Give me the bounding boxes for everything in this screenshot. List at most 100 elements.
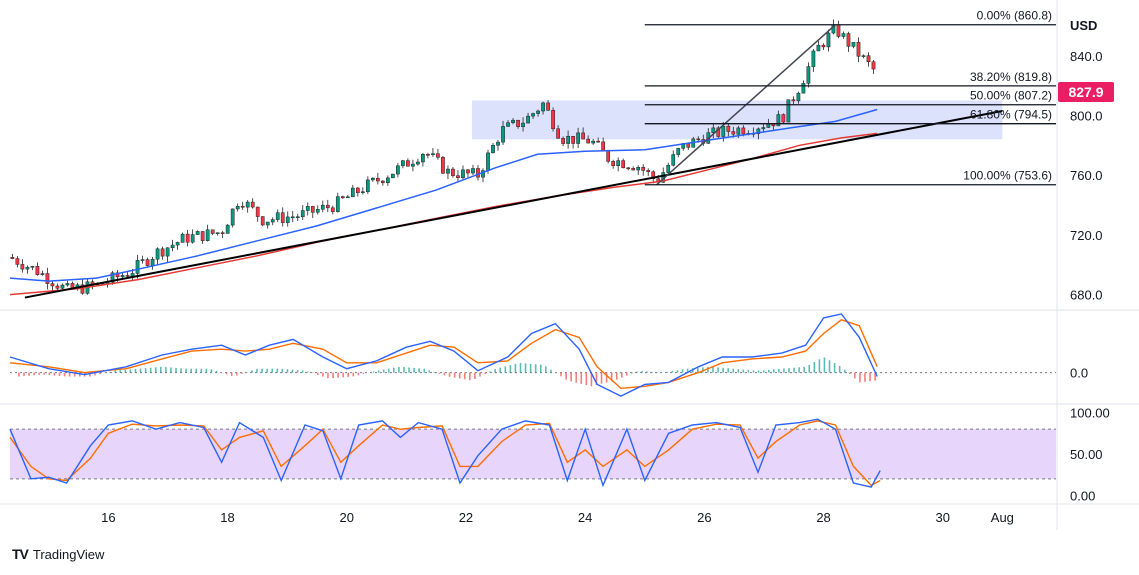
moving-averages bbox=[9, 108, 878, 296]
candle-body bbox=[110, 272, 115, 283]
candle-body bbox=[80, 284, 85, 294]
price-badge-box bbox=[1058, 82, 1114, 102]
candle-body bbox=[696, 138, 701, 141]
candle-body bbox=[235, 205, 240, 210]
time-axis-tick: 18 bbox=[220, 510, 234, 525]
candle-body bbox=[866, 55, 871, 63]
candle-body bbox=[766, 123, 771, 128]
candle-body bbox=[761, 127, 766, 130]
candle-body bbox=[586, 138, 590, 144]
candle-body bbox=[626, 167, 631, 170]
candle-body bbox=[621, 160, 626, 169]
candle-body bbox=[551, 110, 555, 130]
candle-body bbox=[801, 83, 806, 94]
candle-body bbox=[446, 168, 450, 174]
candle-body bbox=[851, 42, 856, 47]
candle-body bbox=[721, 125, 726, 137]
candle-body bbox=[426, 154, 430, 156]
fib-level-label: 38.20% (819.8) bbox=[970, 70, 1052, 84]
candle-body bbox=[230, 208, 235, 226]
candle-body bbox=[596, 140, 600, 143]
candle-body bbox=[606, 150, 611, 162]
price-badge-text: 827.9 bbox=[1068, 84, 1103, 100]
candle-body bbox=[736, 127, 741, 135]
candle-body bbox=[65, 283, 70, 286]
candle-body bbox=[461, 169, 465, 178]
candle-body bbox=[416, 161, 420, 165]
candle-body bbox=[811, 50, 816, 67]
candle-body bbox=[646, 170, 651, 173]
candle-body bbox=[651, 171, 656, 179]
candle-body bbox=[150, 258, 155, 266]
candle-body bbox=[280, 212, 285, 223]
candle-body bbox=[396, 165, 400, 175]
candle-body bbox=[466, 169, 470, 174]
time-axis-tick: Aug bbox=[991, 510, 1014, 525]
candle-body bbox=[786, 99, 791, 123]
candle-body bbox=[210, 229, 215, 234]
candle-body bbox=[531, 113, 535, 117]
candle-body bbox=[190, 234, 195, 243]
candle-body bbox=[576, 132, 580, 144]
candle-body bbox=[776, 114, 781, 127]
candle-body bbox=[741, 127, 746, 135]
stoch-band-rect bbox=[10, 429, 1056, 479]
candle-body bbox=[305, 206, 310, 211]
candle-body bbox=[180, 233, 185, 243]
candle-body bbox=[401, 160, 405, 167]
candle-body bbox=[360, 191, 365, 194]
trendline bbox=[24, 110, 1003, 299]
time-axis-tick: 22 bbox=[459, 510, 473, 525]
candle-body bbox=[421, 154, 425, 163]
candle-body bbox=[295, 216, 300, 219]
candle-body bbox=[731, 131, 736, 135]
candle-body bbox=[816, 44, 821, 52]
candle-body bbox=[871, 61, 876, 70]
candle-body bbox=[641, 166, 646, 171]
candle-body bbox=[35, 266, 40, 275]
macd-axis-tick: 0.0 bbox=[1070, 366, 1088, 381]
candle-body bbox=[601, 141, 606, 151]
candle-body bbox=[330, 207, 335, 212]
candle-body bbox=[170, 244, 175, 249]
fibonacci-retracement: 0.00% (860.8) 38.20% (819.8) 50.00% (807.2… bbox=[644, 9, 1056, 186]
candle-body bbox=[726, 125, 731, 132]
candle-body bbox=[556, 128, 560, 139]
candle-body bbox=[516, 119, 520, 127]
candle-body bbox=[120, 275, 125, 278]
candle-body bbox=[355, 187, 360, 193]
candle-body bbox=[836, 24, 841, 37]
candle-body bbox=[55, 285, 60, 289]
candle-body bbox=[591, 140, 595, 144]
currency-label: USD bbox=[1070, 18, 1097, 33]
stoch-axis-tick: 100.00 bbox=[1070, 406, 1110, 421]
candle-body bbox=[821, 44, 826, 48]
price-axis-tick: 760.0 bbox=[1070, 168, 1103, 183]
candle-body bbox=[285, 216, 290, 223]
candle-body bbox=[50, 283, 55, 287]
candle-body bbox=[436, 153, 440, 158]
candle-body bbox=[315, 209, 320, 213]
candle-body bbox=[250, 201, 255, 208]
candle-body bbox=[300, 210, 305, 218]
candle-body bbox=[200, 231, 205, 241]
candle-body bbox=[135, 260, 140, 274]
candle-body bbox=[185, 233, 190, 243]
candle-body bbox=[441, 157, 445, 174]
price-axis-tick: 720.0 bbox=[1070, 228, 1103, 243]
macd-indicator bbox=[9, 313, 1056, 397]
candle-body bbox=[335, 196, 340, 212]
time-axis-tick: 24 bbox=[578, 510, 592, 525]
panel-dividers bbox=[0, 0, 1139, 530]
candle-body bbox=[511, 119, 515, 123]
candle-body bbox=[160, 248, 165, 257]
candle-body bbox=[15, 258, 20, 265]
price-axis-tick: 840.0 bbox=[1070, 49, 1103, 64]
candle-body bbox=[526, 115, 530, 124]
candle-body bbox=[666, 165, 671, 173]
candle-body bbox=[476, 168, 480, 178]
brand[interactable]: TV TradingView bbox=[12, 546, 104, 562]
fib-level-label: 50.00% (807.2) bbox=[970, 89, 1052, 103]
candle-body bbox=[571, 135, 575, 144]
candle-body bbox=[486, 152, 490, 171]
